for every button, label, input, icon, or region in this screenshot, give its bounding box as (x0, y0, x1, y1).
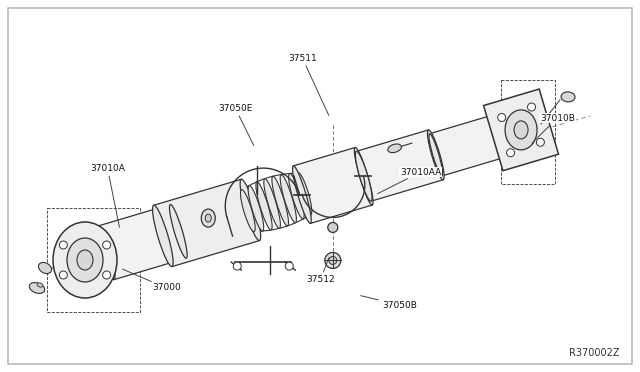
Text: 37050E: 37050E (218, 103, 254, 145)
Ellipse shape (60, 271, 67, 279)
Ellipse shape (97, 226, 115, 280)
Ellipse shape (292, 166, 311, 224)
Text: 37511: 37511 (288, 54, 329, 115)
Ellipse shape (38, 262, 52, 273)
Ellipse shape (77, 250, 93, 270)
Ellipse shape (201, 209, 215, 227)
Ellipse shape (280, 174, 296, 223)
Ellipse shape (428, 130, 444, 180)
Ellipse shape (248, 186, 264, 231)
Text: 37010A: 37010A (90, 164, 125, 227)
Ellipse shape (527, 103, 536, 111)
Ellipse shape (498, 113, 506, 122)
Ellipse shape (388, 144, 401, 153)
Ellipse shape (60, 241, 67, 249)
Ellipse shape (256, 182, 272, 230)
Ellipse shape (37, 283, 43, 287)
Ellipse shape (233, 262, 241, 270)
Ellipse shape (272, 176, 289, 226)
Ellipse shape (53, 222, 117, 298)
Polygon shape (356, 130, 444, 201)
Text: 37010B: 37010B (532, 113, 575, 143)
Ellipse shape (264, 179, 280, 228)
Polygon shape (492, 112, 529, 154)
Ellipse shape (241, 190, 255, 232)
Ellipse shape (152, 205, 173, 267)
Ellipse shape (561, 92, 575, 102)
Ellipse shape (285, 262, 293, 270)
Polygon shape (154, 179, 259, 267)
Ellipse shape (67, 238, 103, 282)
Ellipse shape (505, 110, 537, 150)
Polygon shape (484, 89, 559, 171)
Ellipse shape (355, 147, 373, 205)
Text: 37512: 37512 (306, 257, 335, 285)
Ellipse shape (329, 256, 337, 264)
Ellipse shape (507, 149, 515, 157)
Ellipse shape (102, 241, 111, 249)
Polygon shape (429, 115, 504, 176)
Ellipse shape (325, 253, 341, 269)
Text: 37000: 37000 (122, 269, 180, 292)
Ellipse shape (205, 214, 211, 222)
Polygon shape (293, 148, 372, 223)
Ellipse shape (429, 134, 443, 176)
Polygon shape (98, 205, 186, 280)
Ellipse shape (355, 151, 372, 201)
Ellipse shape (240, 179, 260, 241)
Ellipse shape (491, 115, 504, 158)
Ellipse shape (514, 121, 528, 139)
Ellipse shape (328, 222, 338, 232)
Ellipse shape (29, 283, 45, 294)
Ellipse shape (297, 173, 312, 215)
Ellipse shape (536, 138, 545, 146)
Text: 37010AA: 37010AA (378, 167, 441, 194)
Ellipse shape (102, 271, 111, 279)
Ellipse shape (289, 173, 304, 219)
Text: R370002Z: R370002Z (570, 348, 620, 358)
Ellipse shape (170, 205, 187, 258)
Text: 37050B: 37050B (361, 296, 417, 310)
